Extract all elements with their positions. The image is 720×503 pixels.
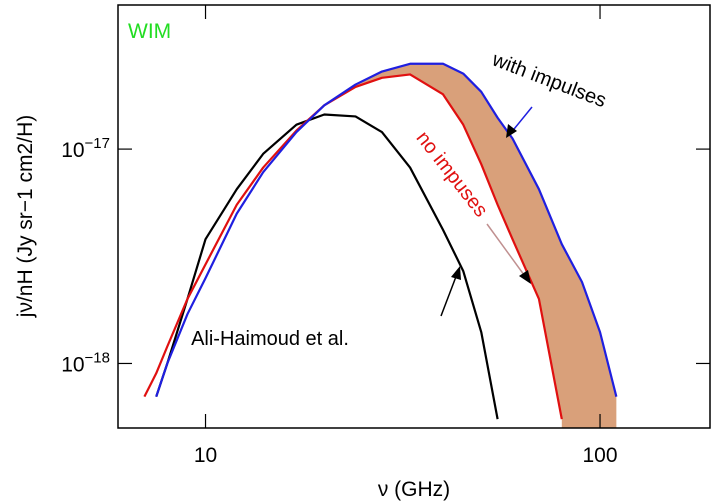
plot-area xyxy=(143,62,618,428)
plot-frame xyxy=(117,4,711,429)
arrow-head xyxy=(506,124,517,138)
series-line xyxy=(155,113,499,420)
panel-label: WIM xyxy=(128,20,171,43)
x-tick-label: 10 xyxy=(194,444,217,467)
arrow xyxy=(486,223,528,280)
arrow xyxy=(440,273,458,317)
y-tick-label: 10−18 xyxy=(61,349,110,376)
series-line xyxy=(143,73,563,420)
band-fill xyxy=(324,63,617,428)
x-tick-label: 100 xyxy=(583,444,618,467)
series-line xyxy=(155,62,618,398)
arrow-head xyxy=(519,270,531,284)
series-label: with impulses xyxy=(488,48,609,112)
y-tick-label: 10−17 xyxy=(61,135,110,162)
y-axis-label: jν/nH (Jy sr−1 cm2/H) xyxy=(14,115,37,318)
series-label: Ali-Haimoud et al. xyxy=(191,328,349,350)
x-axis-label: ν (GHz) xyxy=(378,478,450,501)
arrow-head xyxy=(451,266,461,280)
